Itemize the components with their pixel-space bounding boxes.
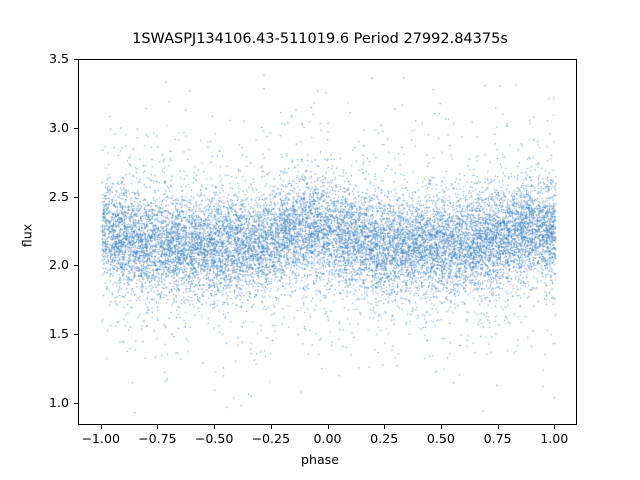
x-tick-label: 1.00 [540,431,569,446]
x-tick-label: −1.00 [81,431,120,446]
x-tick-label: 0.50 [426,431,455,446]
x-tick-mark [100,425,102,429]
y-tick-label: 1.5 [48,326,69,342]
x-tick-label: 0.75 [483,431,512,446]
y-tick-label: 2.5 [48,188,69,204]
x-tick-label: −0.75 [138,431,177,446]
y-tick-mark [74,127,78,129]
x-tick-mark [497,425,499,429]
x-tick-label: −0.25 [251,431,291,446]
x-tick-mark [554,425,556,429]
x-tick-label: 0.25 [370,431,399,446]
x-tick-mark [440,425,442,429]
y-tick-mark [74,59,78,60]
page-title: 1SWASPJ134106.43-511019.6 Period 27992.8… [132,31,508,47]
x-tick-label: −0.50 [194,431,234,446]
y-tick-label: 2.0 [48,257,69,273]
x-tick-mark [214,425,216,429]
x-tick-label: 0.00 [313,431,342,446]
y-tick-mark [74,334,78,336]
y-tick-label: 3.5 [48,51,69,66]
x-tick-mark [270,425,272,429]
y-tick-label: 1.0 [48,394,69,410]
x-tick-mark [384,425,386,429]
y-tick-label: 3.0 [48,119,69,135]
y-tick-mark [74,265,78,267]
y-tick-mark [74,402,78,404]
plot-axes-frame [78,59,578,426]
x-axis-label: phase [300,452,339,467]
x-tick-mark [327,425,329,429]
y-tick-mark [74,196,78,198]
scatter-plot-canvas [79,60,578,426]
x-tick-mark [157,425,159,429]
